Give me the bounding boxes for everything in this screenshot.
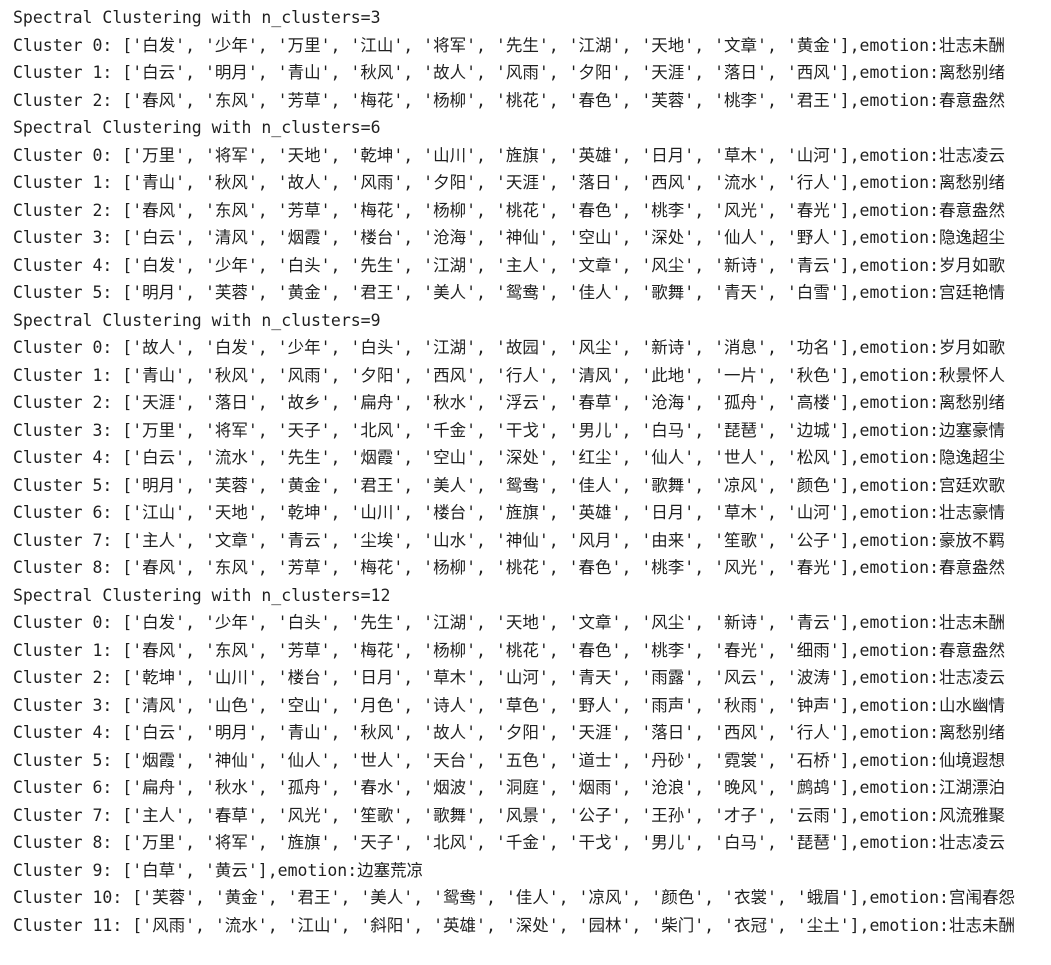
cluster-line: Cluster 5: ['明月', '芙蓉', '黄金', '君王', '美人'… xyxy=(13,475,1006,495)
cluster-line: Cluster 1: ['青山', '秋风', '风雨', '夕阳', '西风'… xyxy=(13,365,1006,385)
cluster-line: Cluster 0: ['故人', '白发', '少年', '白头', '江湖'… xyxy=(13,338,1006,357)
cluster-line: Cluster 0: ['白发', '少年', '万里', '江山', '将军'… xyxy=(13,35,1006,55)
cluster-line: Cluster 1: ['春风', '东风', '芳草', '梅花', '杨柳'… xyxy=(13,640,1006,660)
cluster-line: Cluster 4: ['白云', '流水', '先生', '烟霞', '空山'… xyxy=(13,448,1006,467)
cluster-line: Cluster 8: ['春风', '东风', '芳草', '梅花', '杨柳'… xyxy=(13,558,1006,577)
cluster-line: Cluster 6: ['扁舟', '秋水', '孤舟', '春水', '烟波'… xyxy=(13,778,1006,797)
cluster-line: Cluster 3: ['清风', '山色', '空山', '月色', '诗人'… xyxy=(13,695,1006,715)
cluster-line: Cluster 0: ['万里', '将军', '天地', '乾坤', '山川'… xyxy=(13,145,1006,165)
cluster-line: Cluster 11: ['风雨', '流水', '江山', '斜阳', '英雄… xyxy=(13,915,1015,935)
cluster-line: Cluster 5: ['烟霞', '神仙', '仙人', '世人', '天台'… xyxy=(13,750,1006,770)
cluster-line: Cluster 5: ['明月', '芙蓉', '黄金', '君王', '美人'… xyxy=(13,283,1006,302)
cluster-line: Cluster 10: ['芙蓉', '黄金', '君王', '美人', '鸳鸯… xyxy=(13,888,1015,907)
cluster-line: Cluster 6: ['江山', '天地', '乾坤', '山川', '楼台'… xyxy=(13,503,1006,522)
cluster-line: Cluster 0: ['白发', '少年', '白头', '先生', '江湖'… xyxy=(13,613,1006,632)
cluster-line: Cluster 1: ['青山', '秋风', '故人', '风雨', '夕阳'… xyxy=(13,173,1006,192)
section-header: Spectral Clustering with n_clusters=12 xyxy=(13,585,391,605)
cluster-line: Cluster 8: ['万里', '将军', '旌旗', '天子', '北风'… xyxy=(13,833,1006,852)
cluster-line: Cluster 3: ['万里', '将军', '天子', '北风', '千金'… xyxy=(13,420,1006,440)
cluster-line: Cluster 7: ['主人', '春草', '风光', '笙歌', '歌舞'… xyxy=(13,805,1006,825)
cluster-line: Cluster 3: ['白云', '清风', '烟霞', '楼台', '沧海'… xyxy=(13,228,1006,247)
section-header: Spectral Clustering with n_clusters=9 xyxy=(13,310,381,330)
section-header: Spectral Clustering with n_clusters=6 xyxy=(13,118,381,137)
cluster-line: Cluster 1: ['白云', '明月', '青山', '秋风', '故人'… xyxy=(13,63,1006,82)
cluster-line: Cluster 2: ['春风', '东风', '芳草', '梅花', '杨柳'… xyxy=(13,90,1006,110)
cluster-line: Cluster 7: ['主人', '文章', '青云', '尘埃', '山水'… xyxy=(13,530,1006,550)
section-header: Spectral Clustering with n_clusters=3 xyxy=(13,8,381,27)
cluster-line: Cluster 9: ['白草', '黄云'],emotion:边塞荒凉 xyxy=(13,860,424,880)
cluster-line: Cluster 2: ['乾坤', '山川', '楼台', '日月', '草木'… xyxy=(13,668,1006,687)
cluster-line: Cluster 2: ['春风', '东风', '芳草', '梅花', '杨柳'… xyxy=(13,200,1006,220)
cluster-line: Cluster 4: ['白云', '明月', '青山', '秋风', '故人'… xyxy=(13,723,1006,742)
cluster-line: Cluster 4: ['白发', '少年', '白头', '先生', '江湖'… xyxy=(13,255,1006,275)
cluster-line: Cluster 2: ['天涯', '落日', '故乡', '扁舟', '秋水'… xyxy=(13,393,1006,412)
